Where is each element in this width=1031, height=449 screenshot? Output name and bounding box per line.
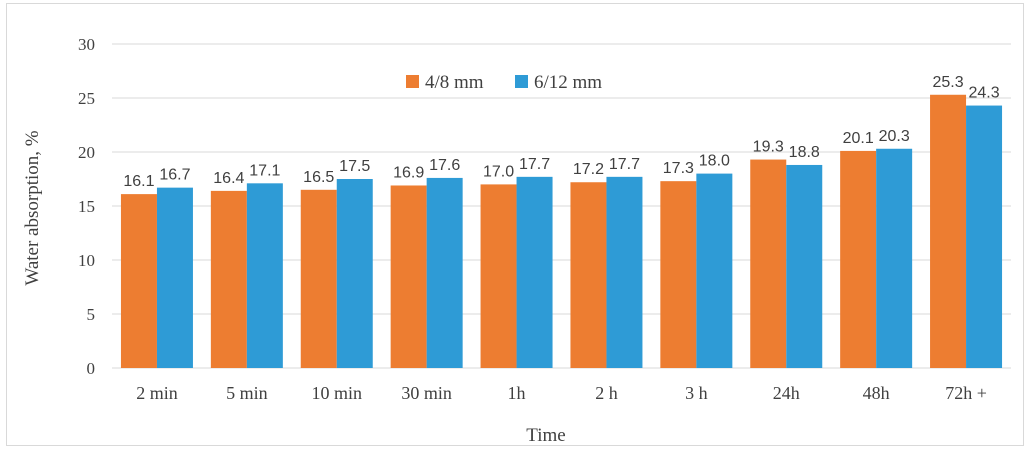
x-axis-title: Time <box>526 425 565 446</box>
bar-4-8mm <box>930 94 967 368</box>
bar-6-12mm <box>336 179 373 368</box>
legend: 4/8 mm 6/12 mm <box>406 72 602 93</box>
legend-label-6-12mm: 6/12 mm <box>534 72 602 93</box>
data-label: 17.7 <box>609 156 640 173</box>
x-tick-label: 2 h <box>595 383 618 403</box>
bar-6-12mm <box>786 164 823 368</box>
data-label: 16.5 <box>303 169 334 186</box>
y-axis-ticks: 0 5 10 15 20 25 30 <box>78 35 95 378</box>
y-tick-label: 20 <box>78 143 95 162</box>
data-label: 17.1 <box>249 162 280 179</box>
data-label: 17.3 <box>663 160 694 177</box>
data-label: 19.3 <box>753 139 784 156</box>
x-tick-label: 3 h <box>685 383 708 403</box>
data-label: 16.7 <box>159 167 190 184</box>
data-label: 25.3 <box>932 74 963 91</box>
x-tick-label: 30 min <box>401 383 452 403</box>
bar-4-8mm <box>210 190 247 368</box>
data-label: 18.8 <box>789 144 820 161</box>
bar-4-8mm <box>570 182 607 368</box>
data-label: 17.5 <box>339 158 370 175</box>
x-tick-label: 72h + <box>945 383 987 403</box>
x-tick-label: 2 min <box>136 383 178 403</box>
bar-4-8mm <box>390 185 427 368</box>
bar-6-12mm <box>246 183 283 368</box>
legend-swatch-6-12mm <box>515 75 528 88</box>
bar-6-12mm <box>696 173 733 368</box>
x-axis-ticks: 2 min 5 min 10 min 30 min 1h 2 h 3 h 24h 48h 72h … <box>136 383 987 403</box>
bar-4-8mm <box>840 150 877 368</box>
bar-4-8mm <box>750 159 787 368</box>
data-label: 20.3 <box>879 128 910 145</box>
y-tick-label: 15 <box>78 197 95 216</box>
bars <box>120 94 1003 368</box>
data-label: 16.4 <box>213 170 244 187</box>
data-label: 17.6 <box>429 157 460 174</box>
data-label: 24.3 <box>968 85 999 102</box>
data-label: 16.1 <box>123 173 154 190</box>
data-label: 20.1 <box>843 130 874 147</box>
bar-6-12mm <box>516 176 553 368</box>
x-tick-label: 1h <box>508 383 526 403</box>
bar-4-8mm <box>480 184 517 368</box>
bar-6-12mm <box>606 176 643 368</box>
bar-6-12mm <box>966 105 1003 368</box>
data-label: 17.2 <box>573 161 604 178</box>
data-label: 18.0 <box>699 153 730 170</box>
bar-6-12mm <box>156 187 193 368</box>
y-axis-title: Water absorption, % <box>22 130 43 285</box>
bar-6-12mm <box>876 148 913 368</box>
data-label: 17.7 <box>519 156 550 173</box>
data-label: 16.9 <box>393 164 424 181</box>
data-labels: 16.1 16.7 16.4 17.1 16.5 17.5 16.9 17.6 17.0 17.7… <box>123 74 999 190</box>
data-label: 17.0 <box>483 163 514 180</box>
legend-label-4-8mm: 4/8 mm <box>425 72 484 93</box>
bar-4-8mm <box>300 189 337 368</box>
x-tick-label: 24h <box>773 383 800 403</box>
y-tick-label: 0 <box>87 359 96 378</box>
y-tick-label: 25 <box>78 89 95 108</box>
x-tick-label: 10 min <box>311 383 362 403</box>
x-tick-label: 5 min <box>226 383 268 403</box>
legend-swatch-4-8mm <box>406 75 419 88</box>
y-tick-label: 10 <box>78 251 95 270</box>
y-tick-label: 30 <box>78 35 95 54</box>
bar-4-8mm <box>660 181 697 368</box>
bar-4-8mm <box>120 194 157 368</box>
x-tick-label: 48h <box>863 383 890 403</box>
bar-6-12mm <box>426 177 463 368</box>
y-tick-label: 5 <box>87 305 96 324</box>
